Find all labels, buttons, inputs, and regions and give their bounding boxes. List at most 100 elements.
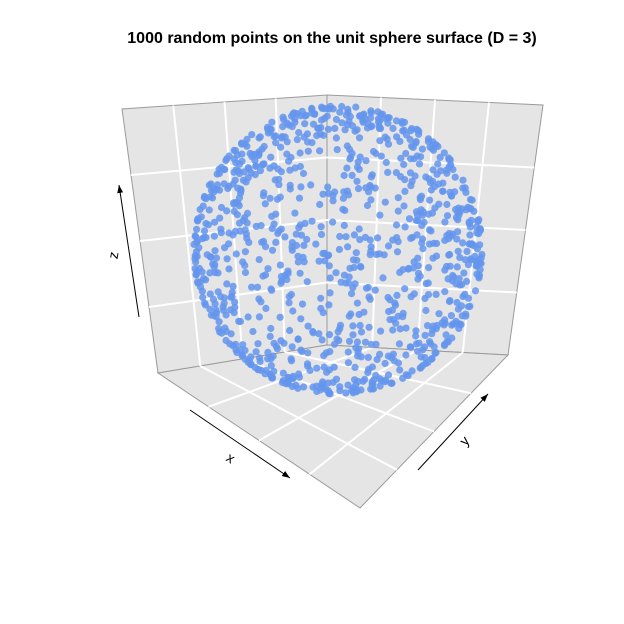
data-point [329, 218, 337, 226]
data-point [376, 211, 384, 219]
data-point [264, 265, 272, 273]
data-point [306, 366, 314, 374]
data-point [235, 194, 244, 202]
data-point [407, 234, 415, 242]
data-point [355, 225, 363, 233]
data-point [267, 362, 275, 370]
data-point [364, 120, 372, 128]
data-point [352, 249, 360, 257]
data-point [339, 194, 347, 202]
data-point [227, 306, 235, 314]
data-point [369, 147, 378, 156]
data-point [301, 112, 309, 120]
data-point [287, 290, 295, 299]
data-point [432, 349, 440, 357]
data-point [418, 221, 426, 229]
data-point [338, 102, 346, 111]
data-point [356, 321, 364, 330]
data-point [441, 236, 449, 244]
data-point [336, 321, 345, 329]
data-point [216, 214, 224, 222]
data-point [426, 240, 434, 248]
data-point [316, 200, 324, 209]
data-point [404, 372, 412, 380]
data-point [270, 133, 278, 141]
data-point [448, 321, 456, 329]
data-point [294, 335, 302, 343]
data-point [407, 127, 415, 135]
data-point [303, 278, 311, 286]
data-point [389, 326, 397, 334]
data-point [255, 366, 263, 374]
data-point [344, 359, 352, 367]
data-point [258, 145, 266, 153]
data-point [399, 374, 407, 382]
data-point [225, 182, 233, 190]
data-point [365, 323, 373, 331]
data-point [286, 166, 294, 174]
data-point [215, 169, 224, 177]
data-point [336, 232, 344, 241]
data-point [428, 209, 436, 217]
data-point [468, 196, 476, 204]
data-point [393, 291, 401, 299]
data-point [324, 189, 332, 197]
data-point [299, 169, 308, 178]
data-point [317, 294, 325, 302]
data-point [256, 354, 264, 362]
data-point [463, 247, 471, 255]
data-point [241, 346, 249, 354]
data-point [453, 263, 461, 271]
data-point [435, 180, 443, 188]
data-point [257, 298, 265, 306]
data-point [460, 269, 468, 277]
z-axis-arrow [117, 184, 140, 318]
data-point [276, 261, 284, 269]
data-point [473, 223, 481, 231]
data-point [362, 284, 371, 292]
data-point [405, 215, 414, 223]
data-point [296, 269, 304, 277]
data-point [419, 245, 427, 253]
data-point [192, 271, 200, 279]
data-point [348, 171, 356, 179]
data-point [420, 343, 429, 351]
data-point [313, 387, 321, 396]
data-point [357, 328, 366, 336]
data-point [241, 261, 249, 269]
data-point [410, 258, 418, 266]
data-point [401, 176, 409, 184]
data-point [308, 217, 316, 225]
data-point [319, 131, 328, 139]
data-point [289, 307, 297, 315]
data-point [336, 108, 344, 116]
data-point [436, 153, 444, 161]
data-point [422, 306, 430, 315]
data-point [377, 377, 386, 385]
data-point [458, 312, 466, 320]
data-point [372, 340, 380, 348]
data-point [231, 176, 239, 184]
data-point [439, 187, 447, 195]
data-point [441, 288, 449, 296]
data-point [342, 233, 350, 241]
data-point [255, 313, 263, 321]
data-point [355, 165, 363, 173]
data-point [418, 239, 426, 247]
data-point [331, 124, 339, 132]
data-point [424, 279, 432, 287]
data-point [339, 205, 347, 213]
data-point [259, 272, 267, 280]
data-point [381, 359, 389, 368]
data-point [315, 330, 323, 338]
data-point [272, 210, 280, 218]
data-point [292, 381, 300, 389]
x-axis-label: x [223, 449, 238, 466]
data-point [356, 236, 364, 244]
data-point [424, 135, 433, 143]
data-point [399, 266, 407, 274]
data-point [415, 339, 423, 347]
data-point [333, 335, 341, 343]
data-point [194, 216, 202, 224]
data-point [447, 312, 455, 320]
